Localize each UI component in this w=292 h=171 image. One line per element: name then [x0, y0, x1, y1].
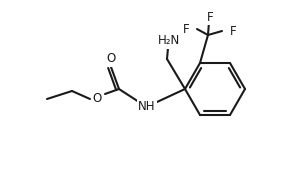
Text: O: O — [92, 93, 102, 106]
Text: NH: NH — [138, 101, 156, 114]
Text: F: F — [230, 24, 237, 37]
Text: H₂N: H₂N — [158, 35, 180, 48]
Text: F: F — [183, 23, 190, 36]
Text: O: O — [106, 52, 116, 65]
Text: F: F — [207, 11, 213, 24]
